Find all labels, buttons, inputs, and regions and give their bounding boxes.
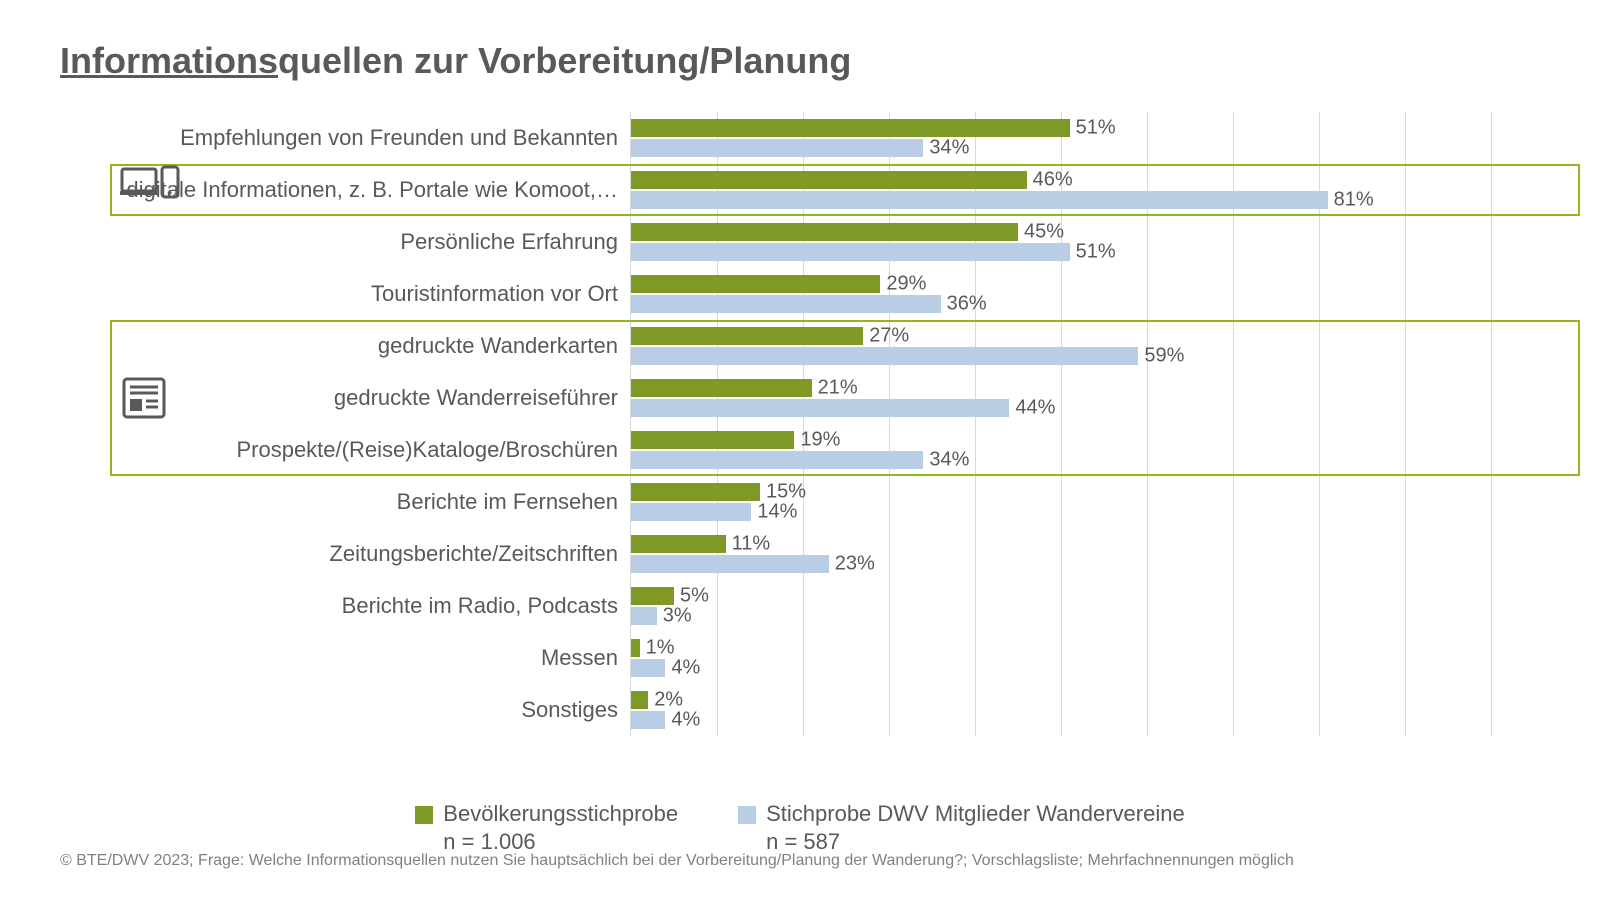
bar-value: 36%	[947, 293, 987, 316]
bar-chart: Empfehlungen von Freunden und Bekannten5…	[60, 112, 1540, 792]
category-label: Touristinformation vor Ort	[60, 281, 630, 307]
bar-value: 21%	[818, 377, 858, 400]
bar-value: 14%	[757, 501, 797, 524]
footnote: © BTE/DWV 2023; Frage: Welche Informatio…	[60, 852, 1540, 870]
plot-cell: 1%4%	[630, 632, 1490, 684]
title-rest: quellen zur Vorbereitung/Planung	[278, 40, 851, 81]
bar: 59%	[631, 347, 1138, 365]
bar: 27%	[631, 327, 863, 345]
bar: 51%	[631, 243, 1070, 261]
bar: 11%	[631, 535, 726, 553]
chart-row: gedruckte Wanderreiseführer21%44%	[60, 372, 1540, 424]
chart-row: Zeitungsberichte/Zeitschriften11%23%	[60, 528, 1540, 580]
category-label: Messen	[60, 645, 630, 671]
chart-row: Empfehlungen von Freunden und Bekannten5…	[60, 112, 1540, 164]
laptop_phone-icon-wrap	[120, 165, 180, 203]
category-label: Empfehlungen von Freunden und Bekannten	[60, 125, 630, 151]
bar: 3%	[631, 607, 657, 625]
bar-value: 44%	[1015, 397, 1055, 420]
chart-row: Prospekte/(Reise)Kataloge/Broschüren19%3…	[60, 424, 1540, 476]
slide-title: Informationsquellen zur Vorbereitung/Pla…	[60, 40, 1540, 82]
plot-cell: 15%14%	[630, 476, 1490, 528]
bar-value: 27%	[869, 325, 909, 348]
bar: 14%	[631, 503, 751, 521]
chart-row: Berichte im Fernsehen15%14%	[60, 476, 1540, 528]
plot-cell: 27%59%	[630, 320, 1490, 372]
bar: 29%	[631, 275, 880, 293]
bar: 36%	[631, 295, 941, 313]
chart-row: gedruckte Wanderkarten27%59%	[60, 320, 1540, 372]
category-label: Persönliche Erfahrung	[60, 229, 630, 255]
bar-value: 23%	[835, 553, 875, 576]
legend-item: Stichprobe DWV Mitglieder Wandervereinen…	[738, 800, 1185, 855]
bar: 15%	[631, 483, 760, 501]
bar-value: 29%	[886, 273, 926, 296]
bar-value: 59%	[1144, 345, 1184, 368]
legend-text: Stichprobe DWV Mitglieder Wandervereinen…	[766, 800, 1185, 855]
bar: 44%	[631, 399, 1009, 417]
category-label: Zeitungsberichte/Zeitschriften	[60, 541, 630, 567]
laptop-phone-icon	[120, 165, 180, 203]
bar: 21%	[631, 379, 812, 397]
bar: 34%	[631, 451, 923, 469]
plot-cell: 19%34%	[630, 424, 1490, 476]
category-label: Prospekte/(Reise)Kataloge/Broschüren	[60, 437, 630, 463]
category-label: gedruckte Wanderkarten	[60, 333, 630, 359]
bar: 4%	[631, 659, 665, 677]
bar-value: 34%	[929, 449, 969, 472]
category-label: Berichte im Radio, Podcasts	[60, 593, 630, 619]
bar-value: 81%	[1334, 189, 1374, 212]
bar: 1%	[631, 639, 640, 657]
bar: 45%	[631, 223, 1018, 241]
bar: 46%	[631, 171, 1027, 189]
chart-row: Touristinformation vor Ort29%36%	[60, 268, 1540, 320]
bar-value: 51%	[1076, 241, 1116, 264]
bar-value: 19%	[800, 429, 840, 452]
category-label: Sonstiges	[60, 697, 630, 723]
bar: 34%	[631, 139, 923, 157]
bar-value: 45%	[1024, 221, 1064, 244]
bar-value: 11%	[732, 533, 771, 556]
newspaper-icon-wrap	[120, 373, 170, 423]
legend-text: Bevölkerungsstichproben = 1.006	[443, 800, 678, 855]
chart-row: Messen1%4%	[60, 632, 1540, 684]
bar-value: 51%	[1076, 117, 1116, 140]
bar-value: 46%	[1033, 169, 1073, 192]
plot-cell: 21%44%	[630, 372, 1490, 424]
bar-value: 4%	[671, 709, 700, 732]
legend-swatch	[738, 806, 756, 824]
plot-cell: 51%34%	[630, 112, 1490, 164]
plot-cell: 45%51%	[630, 216, 1490, 268]
chart-area: Empfehlungen von Freunden und Bekannten5…	[60, 112, 1540, 792]
bar: 23%	[631, 555, 829, 573]
slide: Informationsquellen zur Vorbereitung/Pla…	[0, 0, 1600, 900]
bar: 19%	[631, 431, 794, 449]
plot-cell: 11%23%	[630, 528, 1490, 580]
category-label: Berichte im Fernsehen	[60, 489, 630, 515]
legend-item: Bevölkerungsstichproben = 1.006	[415, 800, 678, 855]
bar: 4%	[631, 711, 665, 729]
bar-value: 4%	[671, 657, 700, 680]
bar-value: 3%	[663, 605, 692, 628]
bar-value: 1%	[646, 637, 675, 660]
bar: 5%	[631, 587, 674, 605]
plot-cell: 2% 4%	[630, 684, 1490, 736]
newspaper-icon	[120, 373, 170, 423]
title-underlined: Informations	[60, 40, 278, 81]
chart-row: Berichte im Radio, Podcasts5%3%	[60, 580, 1540, 632]
chart-row: digitale Informationen, z. B. Portale wi…	[60, 164, 1540, 216]
chart-row: Sonstiges2% 4%	[60, 684, 1540, 736]
bar-value: 34%	[929, 137, 969, 160]
bar: 51%	[631, 119, 1070, 137]
bar: 2%	[631, 691, 648, 709]
plot-cell: 5%3%	[630, 580, 1490, 632]
legend: Bevölkerungsstichproben = 1.006 Stichpro…	[60, 800, 1540, 855]
legend-swatch	[415, 806, 433, 824]
plot-cell: 46%81%	[630, 164, 1490, 216]
chart-row: Persönliche Erfahrung45%51%	[60, 216, 1540, 268]
plot-cell: 29%36%	[630, 268, 1490, 320]
bar: 81%	[631, 191, 1328, 209]
